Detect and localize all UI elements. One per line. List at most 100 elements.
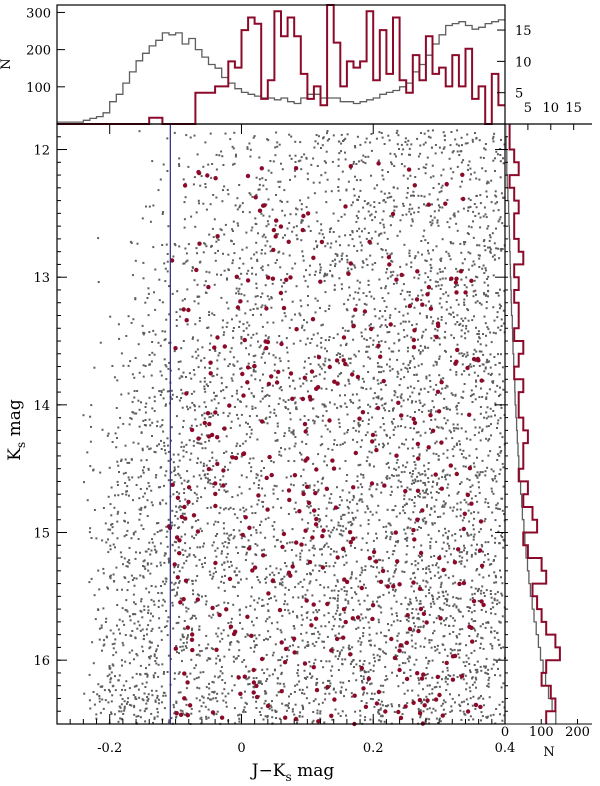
field-star-point bbox=[327, 679, 329, 682]
field-star-point bbox=[465, 501, 468, 504]
field-star-point bbox=[351, 238, 354, 241]
field-star-point bbox=[141, 447, 144, 450]
field-star-point bbox=[269, 250, 272, 253]
field-star-point bbox=[152, 246, 155, 249]
field-star-point bbox=[176, 586, 179, 589]
field-star-point bbox=[263, 672, 266, 675]
field-star-point bbox=[490, 201, 493, 204]
field-star-point bbox=[392, 620, 395, 623]
field-star-point bbox=[184, 533, 187, 536]
field-star-point bbox=[484, 666, 487, 669]
field-star-point bbox=[331, 628, 334, 631]
field-star-point bbox=[367, 519, 370, 522]
field-star-point bbox=[333, 574, 336, 577]
field-star-point bbox=[469, 490, 472, 493]
field-star-point bbox=[317, 363, 320, 366]
field-star-point bbox=[403, 243, 406, 246]
field-star-point bbox=[409, 471, 411, 474]
field-star-point bbox=[118, 618, 121, 621]
field-star-point bbox=[499, 674, 502, 677]
field-star-point bbox=[450, 177, 453, 180]
field-star-point bbox=[305, 373, 308, 376]
field-star-point bbox=[372, 343, 375, 346]
field-star-point bbox=[264, 699, 267, 702]
field-star-point bbox=[396, 143, 399, 146]
field-star-point bbox=[161, 424, 164, 427]
field-star-point bbox=[150, 612, 152, 615]
field-star-point bbox=[183, 713, 186, 716]
field-star-point bbox=[416, 528, 419, 531]
field-star-point bbox=[260, 460, 263, 463]
field-star-point bbox=[272, 160, 275, 163]
field-star-point bbox=[306, 573, 309, 576]
field-star-point bbox=[267, 337, 270, 340]
field-star-point bbox=[103, 639, 105, 642]
field-star-point bbox=[204, 476, 207, 479]
field-star-point bbox=[86, 451, 89, 454]
field-star-point bbox=[115, 407, 118, 409]
field-star-point bbox=[275, 599, 278, 602]
field-star-point bbox=[451, 437, 454, 440]
field-star-point bbox=[375, 396, 378, 399]
field-star-point bbox=[387, 704, 390, 707]
field-star-point bbox=[162, 388, 165, 391]
field-star-point bbox=[276, 677, 279, 680]
field-star-point bbox=[339, 651, 342, 654]
field-star-point bbox=[219, 483, 222, 486]
field-star-point bbox=[183, 226, 186, 229]
field-star-point bbox=[487, 328, 490, 331]
field-star-point bbox=[154, 268, 157, 271]
field-star-point bbox=[312, 407, 315, 410]
field-star-point bbox=[437, 426, 440, 429]
field-star-point bbox=[444, 336, 447, 339]
field-star-point bbox=[437, 492, 440, 494]
field-star-point bbox=[496, 153, 499, 156]
field-star-point bbox=[308, 486, 311, 489]
field-star-point bbox=[236, 208, 239, 211]
field-star-point bbox=[347, 429, 349, 431]
field-star-point bbox=[337, 657, 340, 660]
field-star-point bbox=[300, 632, 303, 635]
field-star-point bbox=[441, 277, 444, 280]
field-star-point bbox=[321, 403, 324, 406]
field-star-point bbox=[194, 350, 197, 353]
field-star-point bbox=[433, 334, 436, 337]
field-star-point bbox=[347, 507, 350, 510]
field-star-point bbox=[343, 586, 346, 589]
field-star-point bbox=[312, 462, 315, 465]
field-star-point bbox=[422, 620, 425, 623]
field-star-point bbox=[399, 395, 402, 398]
field-star-point bbox=[350, 695, 353, 698]
field-star-point bbox=[382, 691, 385, 694]
field-star-point bbox=[185, 646, 188, 649]
field-star-point bbox=[142, 638, 145, 641]
field-star-point bbox=[436, 644, 439, 647]
field-star-point bbox=[215, 570, 217, 573]
field-star-point bbox=[251, 226, 254, 229]
field-star-point bbox=[138, 624, 141, 627]
field-star-point bbox=[192, 593, 195, 596]
field-star-point bbox=[344, 234, 347, 237]
field-star-point bbox=[448, 429, 451, 432]
field-star-point bbox=[329, 685, 332, 688]
field-star-point bbox=[151, 694, 154, 697]
field-star-point bbox=[164, 267, 167, 270]
field-star-point bbox=[124, 471, 127, 474]
field-star-point bbox=[424, 347, 427, 349]
field-star-point bbox=[187, 578, 190, 581]
field-star-point bbox=[260, 252, 263, 255]
field-star-point bbox=[462, 678, 465, 681]
field-star-point bbox=[472, 538, 475, 541]
field-star-point bbox=[282, 682, 285, 685]
field-star-point bbox=[267, 264, 270, 267]
field-star-point bbox=[443, 635, 446, 637]
field-star-point bbox=[490, 341, 493, 344]
field-star-point bbox=[258, 634, 261, 637]
field-star-point bbox=[324, 272, 326, 275]
field-star-point bbox=[345, 308, 348, 311]
field-star-point bbox=[370, 323, 372, 326]
field-star-point bbox=[253, 482, 256, 485]
field-star-point bbox=[447, 674, 450, 677]
field-star-point bbox=[498, 542, 501, 545]
field-star-point bbox=[142, 576, 145, 579]
